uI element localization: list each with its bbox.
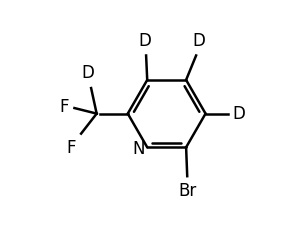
Text: F: F — [66, 139, 76, 157]
Text: Br: Br — [178, 182, 196, 200]
Text: F: F — [59, 98, 69, 116]
Text: D: D — [139, 32, 152, 50]
Text: D: D — [81, 65, 94, 83]
Text: D: D — [232, 105, 245, 123]
Text: N: N — [132, 140, 145, 158]
Text: D: D — [192, 32, 205, 50]
